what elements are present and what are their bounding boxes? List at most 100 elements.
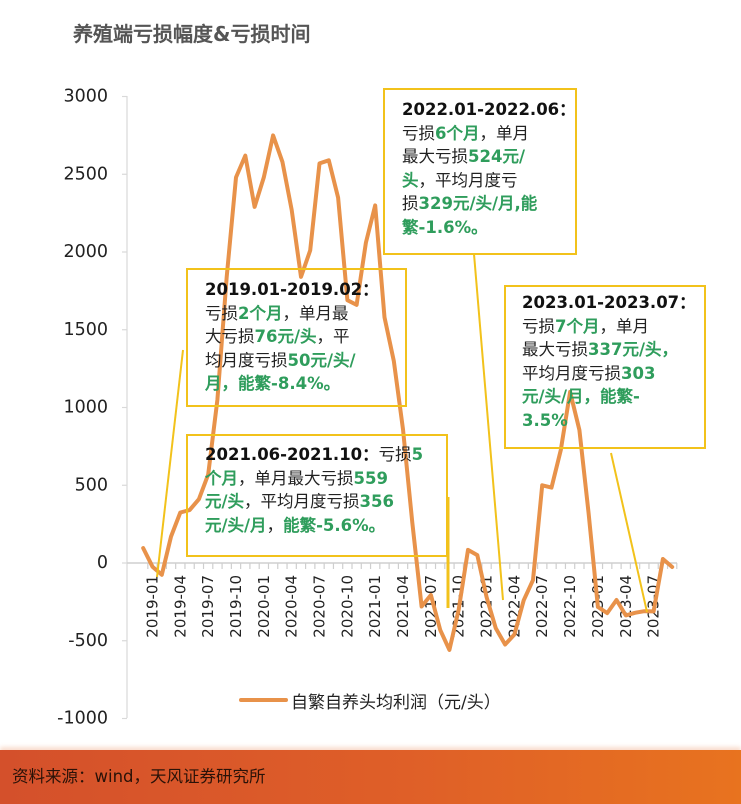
annotation-line: 3.5% <box>522 409 704 433</box>
annotation-line: 损329元/头/月,能 <box>402 192 575 216</box>
source-footer: 资料来源：wind，天风证券研究所 <box>0 750 741 804</box>
x-tick-label: 2019-10 <box>227 575 245 638</box>
x-tick-label: 2022-10 <box>561 575 579 638</box>
annotation-text: 亏损 <box>402 123 435 143</box>
annotation-highlight: 303 <box>621 363 656 383</box>
annotation-line: 2022.01-2022.06： <box>402 98 576 122</box>
annotation-text: ，单月最大亏损 <box>238 468 354 488</box>
annotation-box-2019: 2019.01-2019.02： 亏损2个月，单月最 大亏损76元/头，平 均月… <box>186 268 407 407</box>
annotation-text: ，平均月度亏 <box>418 170 518 190</box>
y-axis: 3000 2500 2000 1500 1000 500 0 -500 -1000 <box>57 87 128 729</box>
y-tick-label: 2500 <box>63 164 108 184</box>
y-tick-label: 1500 <box>63 320 108 340</box>
x-tick-label: 2021-01 <box>366 575 384 638</box>
annotation-highlight: 个月 <box>205 468 238 488</box>
connector-2023 <box>610 452 648 613</box>
annotation-text: ，单月最 <box>282 303 349 323</box>
annotation-text: 亏损 <box>522 316 555 336</box>
annotation-highlight: 月，能繁-8.4%。 <box>205 374 341 394</box>
annotation-text: ， <box>266 515 284 535</box>
annotation-highlight: 3.5% <box>522 410 568 430</box>
annotation-line: 个月，单月最大亏损559 <box>205 467 446 491</box>
annotation-highlight: 337元/头， <box>588 340 678 360</box>
annotation-line: 2021.06-2021.10：亏损5 <box>205 443 446 467</box>
annotation-highlight: 356 <box>359 492 394 512</box>
source-text: 资料来源：wind，天风证券研究所 <box>12 767 266 786</box>
annotation-line: 元/头，平均月度亏损356 <box>205 490 446 514</box>
annotation-highlight: 能繁-5.6%。 <box>283 515 386 535</box>
y-tick-label: 2000 <box>63 242 108 262</box>
y-tick-label: 1000 <box>63 398 108 418</box>
annotation-connectors <box>156 253 648 613</box>
annotation-line: 最大亏损337元/头， <box>522 338 704 362</box>
annotation-highlight: 2个月 <box>238 303 283 323</box>
x-tick-label: 2019-07 <box>199 575 217 638</box>
y-tick-label: -500 <box>68 631 108 651</box>
annotation-period: 2021.06-2021.10： <box>205 445 379 464</box>
annotation-line: 元/头/月，能繁- <box>522 385 704 409</box>
annotation-text: ，平 <box>316 327 350 347</box>
x-tick-label: 2020-01 <box>255 575 273 638</box>
y-tick-label: -1000 <box>57 709 108 729</box>
x-tick-label: 2020-07 <box>311 575 329 638</box>
connector-2022 <box>473 253 504 601</box>
legend-label: 自繁自养头均利润（元/头） <box>291 693 501 713</box>
annotation-text: 亏损 <box>205 303 238 323</box>
annotation-line: 大亏损76元/头，平 <box>205 325 405 349</box>
x-tick-label: 2022-07 <box>533 575 551 638</box>
x-tick-label: 2019-04 <box>171 575 189 638</box>
annotation-highlight: 329元/头/月,能 <box>418 194 538 214</box>
annotation-highlight: 头 <box>402 170 419 190</box>
annotation-line: 均月度亏损50元/头/ <box>205 349 405 373</box>
annotation-period: 2022.01-2022.06： <box>402 100 576 119</box>
annotation-highlight: 元/头/月，能繁- <box>522 387 640 407</box>
annotation-line: 头，平均月度亏 <box>402 169 575 193</box>
annotation-text: 损 <box>402 194 419 214</box>
annotation-text: 亏损 <box>378 445 412 464</box>
annotation-text: 均月度亏损 <box>205 350 288 370</box>
annotation-period: 2019.01-2019.02： <box>205 280 379 299</box>
chart-title: 养殖端亏损幅度&亏损时间 <box>73 22 311 46</box>
annotation-highlight: 5 <box>411 445 424 464</box>
annotation-highlight: 7个月 <box>555 316 600 336</box>
annotation-period: 2023.01-2023.07： <box>522 293 696 312</box>
x-axis-ticks <box>147 563 678 569</box>
y-tick-label: 0 <box>97 553 108 573</box>
annotation-line: 平均月度亏损303 <box>522 362 704 386</box>
annotation-highlight: 559 <box>353 468 388 488</box>
annotation-line: 亏损7个月，单月 <box>522 315 704 339</box>
annotation-highlight: 6个月 <box>435 123 480 143</box>
annotation-line: 2023.01-2023.07： <box>522 291 704 315</box>
x-tick-label: 2021-07 <box>422 575 440 638</box>
annotation-highlight: 76元/头 <box>254 327 317 347</box>
annotation-text: 平均月度亏损 <box>522 363 621 383</box>
annotation-highlight: 50元/头/ <box>287 350 356 370</box>
x-tick-label: 2023-04 <box>617 575 635 638</box>
annotation-box-2021: 2021.06-2021.10：亏损5 个月，单月最大亏损559 元/头，平均月… <box>186 434 448 557</box>
x-axis: 2019-01 2019-04 2019-07 2019-10 2020-01 2020-… <box>127 562 678 638</box>
x-tick-label: 2021-04 <box>394 575 412 638</box>
annotation-text: 最大亏损 <box>522 340 588 360</box>
y-tick-label: 500 <box>75 475 108 495</box>
annotation-highlight: 繁-1.6%。 <box>402 217 488 237</box>
annotation-line: 亏损6个月，单月 <box>402 122 575 146</box>
annotation-line: 2019.01-2019.02： <box>205 278 405 302</box>
annotation-highlight: 元/头/月 <box>205 515 267 535</box>
profit-line-series <box>141 133 675 652</box>
x-tick-label: 2020-04 <box>283 575 301 638</box>
annotation-text: ，单月 <box>479 123 529 143</box>
x-tick-label: 2022-01 <box>478 575 496 638</box>
annotation-box-2023: 2023.01-2023.07： 亏损7个月，单月 最大亏损337元/头， 平均… <box>504 285 706 449</box>
x-tick-label: 2020-10 <box>338 575 356 638</box>
y-axis-ticks: 3000 2500 2000 1500 1000 500 0 -500 -1000 <box>57 87 127 729</box>
annotation-line: 亏损2个月，单月最 <box>205 302 405 326</box>
annotation-line: 月，能繁-8.4%。 <box>205 372 405 396</box>
annotation-text: 大亏损 <box>205 327 255 347</box>
annotation-line: 最大亏损524元/ <box>402 145 575 169</box>
annotation-highlight: 524元/ <box>468 147 525 167</box>
x-tick-label: 2019-01 <box>144 575 162 638</box>
x-axis-labels: 2019-01 2019-04 2019-07 2019-10 2020-01 2020-… <box>144 575 663 638</box>
connector-2019 <box>156 349 184 578</box>
y-tick-label: 3000 <box>63 87 108 107</box>
